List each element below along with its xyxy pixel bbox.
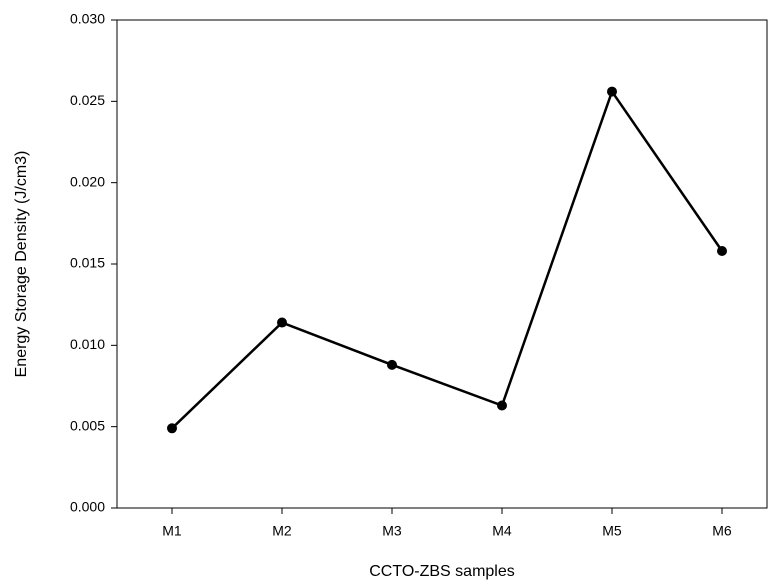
x-tick-label: M6 [712,523,732,539]
plot-frame [116,19,768,509]
y-axis-label: Energy Storage Density (J/cm3) [13,151,30,378]
marker [387,359,397,370]
y-tick-label: 0.010 [70,336,105,352]
y-tick-label: 0.030 [70,11,105,27]
x-tick-label: M1 [162,523,182,539]
y-tick-label: 0.015 [70,255,105,271]
x-tick-label: M5 [602,523,622,539]
x-tick-label: M3 [382,523,402,539]
x-tick-label: M4 [492,523,512,539]
marker [607,86,617,97]
marker [167,423,177,434]
y-tick-label: 0.000 [70,499,105,515]
x-axis-label: CCTO-ZBS samples [369,563,515,580]
marker [497,400,507,411]
y-tick-label: 0.020 [70,173,105,189]
y-tick-label: 0.005 [70,417,105,433]
line [171,88,724,430]
y-tick-label: 0.025 [70,92,105,108]
marker [717,245,727,256]
marker [277,317,287,328]
x-tick-label: M2 [272,523,292,539]
